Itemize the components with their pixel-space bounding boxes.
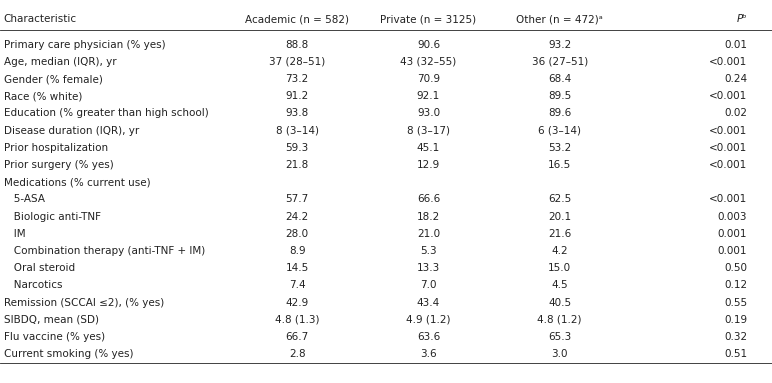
Text: Pᵇ: Pᵇ bbox=[736, 14, 747, 24]
Text: 4.5: 4.5 bbox=[551, 280, 568, 290]
Text: 4.2: 4.2 bbox=[551, 246, 568, 256]
Text: Race (% white): Race (% white) bbox=[4, 91, 83, 101]
Text: 8.9: 8.9 bbox=[289, 246, 306, 256]
Text: 3.6: 3.6 bbox=[420, 349, 437, 359]
Text: Oral steroid: Oral steroid bbox=[4, 263, 75, 273]
Text: 42.9: 42.9 bbox=[286, 298, 309, 308]
Text: 14.5: 14.5 bbox=[286, 263, 309, 273]
Text: 66.7: 66.7 bbox=[286, 332, 309, 342]
Text: 0.01: 0.01 bbox=[724, 39, 747, 50]
Text: Characteristic: Characteristic bbox=[4, 14, 77, 24]
Text: 62.5: 62.5 bbox=[548, 195, 571, 205]
Text: Prior hospitalization: Prior hospitalization bbox=[4, 143, 108, 153]
Text: Flu vaccine (% yes): Flu vaccine (% yes) bbox=[4, 332, 105, 342]
Text: 0.55: 0.55 bbox=[724, 298, 747, 308]
Text: 37 (28–51): 37 (28–51) bbox=[269, 57, 325, 67]
Text: 4.8 (1.2): 4.8 (1.2) bbox=[537, 315, 582, 325]
Text: 6 (3–14): 6 (3–14) bbox=[538, 126, 581, 136]
Text: 0.32: 0.32 bbox=[724, 332, 747, 342]
Text: 45.1: 45.1 bbox=[417, 143, 440, 153]
Text: 12.9: 12.9 bbox=[417, 160, 440, 170]
Text: 28.0: 28.0 bbox=[286, 229, 309, 239]
Text: Narcotics: Narcotics bbox=[4, 280, 63, 290]
Text: 18.2: 18.2 bbox=[417, 212, 440, 222]
Text: 93.2: 93.2 bbox=[548, 39, 571, 50]
Text: SIBDQ, mean (SD): SIBDQ, mean (SD) bbox=[4, 315, 99, 325]
Text: Disease duration (IQR), yr: Disease duration (IQR), yr bbox=[4, 126, 139, 136]
Text: Private (n = 3125): Private (n = 3125) bbox=[381, 14, 476, 24]
Text: 16.5: 16.5 bbox=[548, 160, 571, 170]
Text: 88.8: 88.8 bbox=[286, 39, 309, 50]
Text: 0.001: 0.001 bbox=[718, 229, 747, 239]
Text: 53.2: 53.2 bbox=[548, 143, 571, 153]
Text: 8 (3–17): 8 (3–17) bbox=[407, 126, 450, 136]
Text: 7.4: 7.4 bbox=[289, 280, 306, 290]
Text: 93.0: 93.0 bbox=[417, 108, 440, 118]
Text: 4.9 (1.2): 4.9 (1.2) bbox=[406, 315, 451, 325]
Text: 40.5: 40.5 bbox=[548, 298, 571, 308]
Text: 0.24: 0.24 bbox=[724, 74, 747, 84]
Text: 63.6: 63.6 bbox=[417, 332, 440, 342]
Text: <0.001: <0.001 bbox=[709, 143, 747, 153]
Text: 13.3: 13.3 bbox=[417, 263, 440, 273]
Text: 7.0: 7.0 bbox=[420, 280, 437, 290]
Text: Gender (% female): Gender (% female) bbox=[4, 74, 103, 84]
Text: 21.0: 21.0 bbox=[417, 229, 440, 239]
Text: 2.8: 2.8 bbox=[289, 349, 306, 359]
Text: 0.19: 0.19 bbox=[724, 315, 747, 325]
Text: <0.001: <0.001 bbox=[709, 126, 747, 136]
Text: Prior surgery (% yes): Prior surgery (% yes) bbox=[4, 160, 113, 170]
Text: Age, median (IQR), yr: Age, median (IQR), yr bbox=[4, 57, 117, 67]
Text: Medications (% current use): Medications (% current use) bbox=[4, 177, 151, 187]
Text: Biologic anti-TNF: Biologic anti-TNF bbox=[4, 212, 101, 222]
Text: Remission (SCCAI ≤2), (% yes): Remission (SCCAI ≤2), (% yes) bbox=[4, 298, 164, 308]
Text: 90.6: 90.6 bbox=[417, 39, 440, 50]
Text: Academic (n = 582): Academic (n = 582) bbox=[245, 14, 349, 24]
Text: Other (n = 472)ᵃ: Other (n = 472)ᵃ bbox=[516, 14, 603, 24]
Text: 4.8 (1.3): 4.8 (1.3) bbox=[275, 315, 320, 325]
Text: 21.8: 21.8 bbox=[286, 160, 309, 170]
Text: 89.6: 89.6 bbox=[548, 108, 571, 118]
Text: 0.50: 0.50 bbox=[724, 263, 747, 273]
Text: Education (% greater than high school): Education (% greater than high school) bbox=[4, 108, 208, 118]
Text: Primary care physician (% yes): Primary care physician (% yes) bbox=[4, 39, 165, 50]
Text: 59.3: 59.3 bbox=[286, 143, 309, 153]
Text: 20.1: 20.1 bbox=[548, 212, 571, 222]
Text: 0.02: 0.02 bbox=[724, 108, 747, 118]
Text: 21.6: 21.6 bbox=[548, 229, 571, 239]
Text: Current smoking (% yes): Current smoking (% yes) bbox=[4, 349, 134, 359]
Text: 66.6: 66.6 bbox=[417, 195, 440, 205]
Text: 92.1: 92.1 bbox=[417, 91, 440, 101]
Text: Combination therapy (anti-TNF + IM): Combination therapy (anti-TNF + IM) bbox=[4, 246, 205, 256]
Text: 5.3: 5.3 bbox=[420, 246, 437, 256]
Text: 89.5: 89.5 bbox=[548, 91, 571, 101]
Text: 8 (3–14): 8 (3–14) bbox=[276, 126, 319, 136]
Text: 36 (27–51): 36 (27–51) bbox=[532, 57, 587, 67]
Text: 93.8: 93.8 bbox=[286, 108, 309, 118]
Text: 0.12: 0.12 bbox=[724, 280, 747, 290]
Text: 70.9: 70.9 bbox=[417, 74, 440, 84]
Text: 0.001: 0.001 bbox=[718, 246, 747, 256]
Text: 15.0: 15.0 bbox=[548, 263, 571, 273]
Text: 65.3: 65.3 bbox=[548, 332, 571, 342]
Text: <0.001: <0.001 bbox=[709, 91, 747, 101]
Text: 5-ASA: 5-ASA bbox=[4, 195, 45, 205]
Text: 43 (32–55): 43 (32–55) bbox=[401, 57, 456, 67]
Text: 57.7: 57.7 bbox=[286, 195, 309, 205]
Text: <0.001: <0.001 bbox=[709, 160, 747, 170]
Text: 43.4: 43.4 bbox=[417, 298, 440, 308]
Text: 0.003: 0.003 bbox=[718, 212, 747, 222]
Text: 0.51: 0.51 bbox=[724, 349, 747, 359]
Text: IM: IM bbox=[4, 229, 25, 239]
Text: 73.2: 73.2 bbox=[286, 74, 309, 84]
Text: 68.4: 68.4 bbox=[548, 74, 571, 84]
Text: <0.001: <0.001 bbox=[709, 57, 747, 67]
Text: <0.001: <0.001 bbox=[709, 195, 747, 205]
Text: 24.2: 24.2 bbox=[286, 212, 309, 222]
Text: 91.2: 91.2 bbox=[286, 91, 309, 101]
Text: 3.0: 3.0 bbox=[551, 349, 568, 359]
